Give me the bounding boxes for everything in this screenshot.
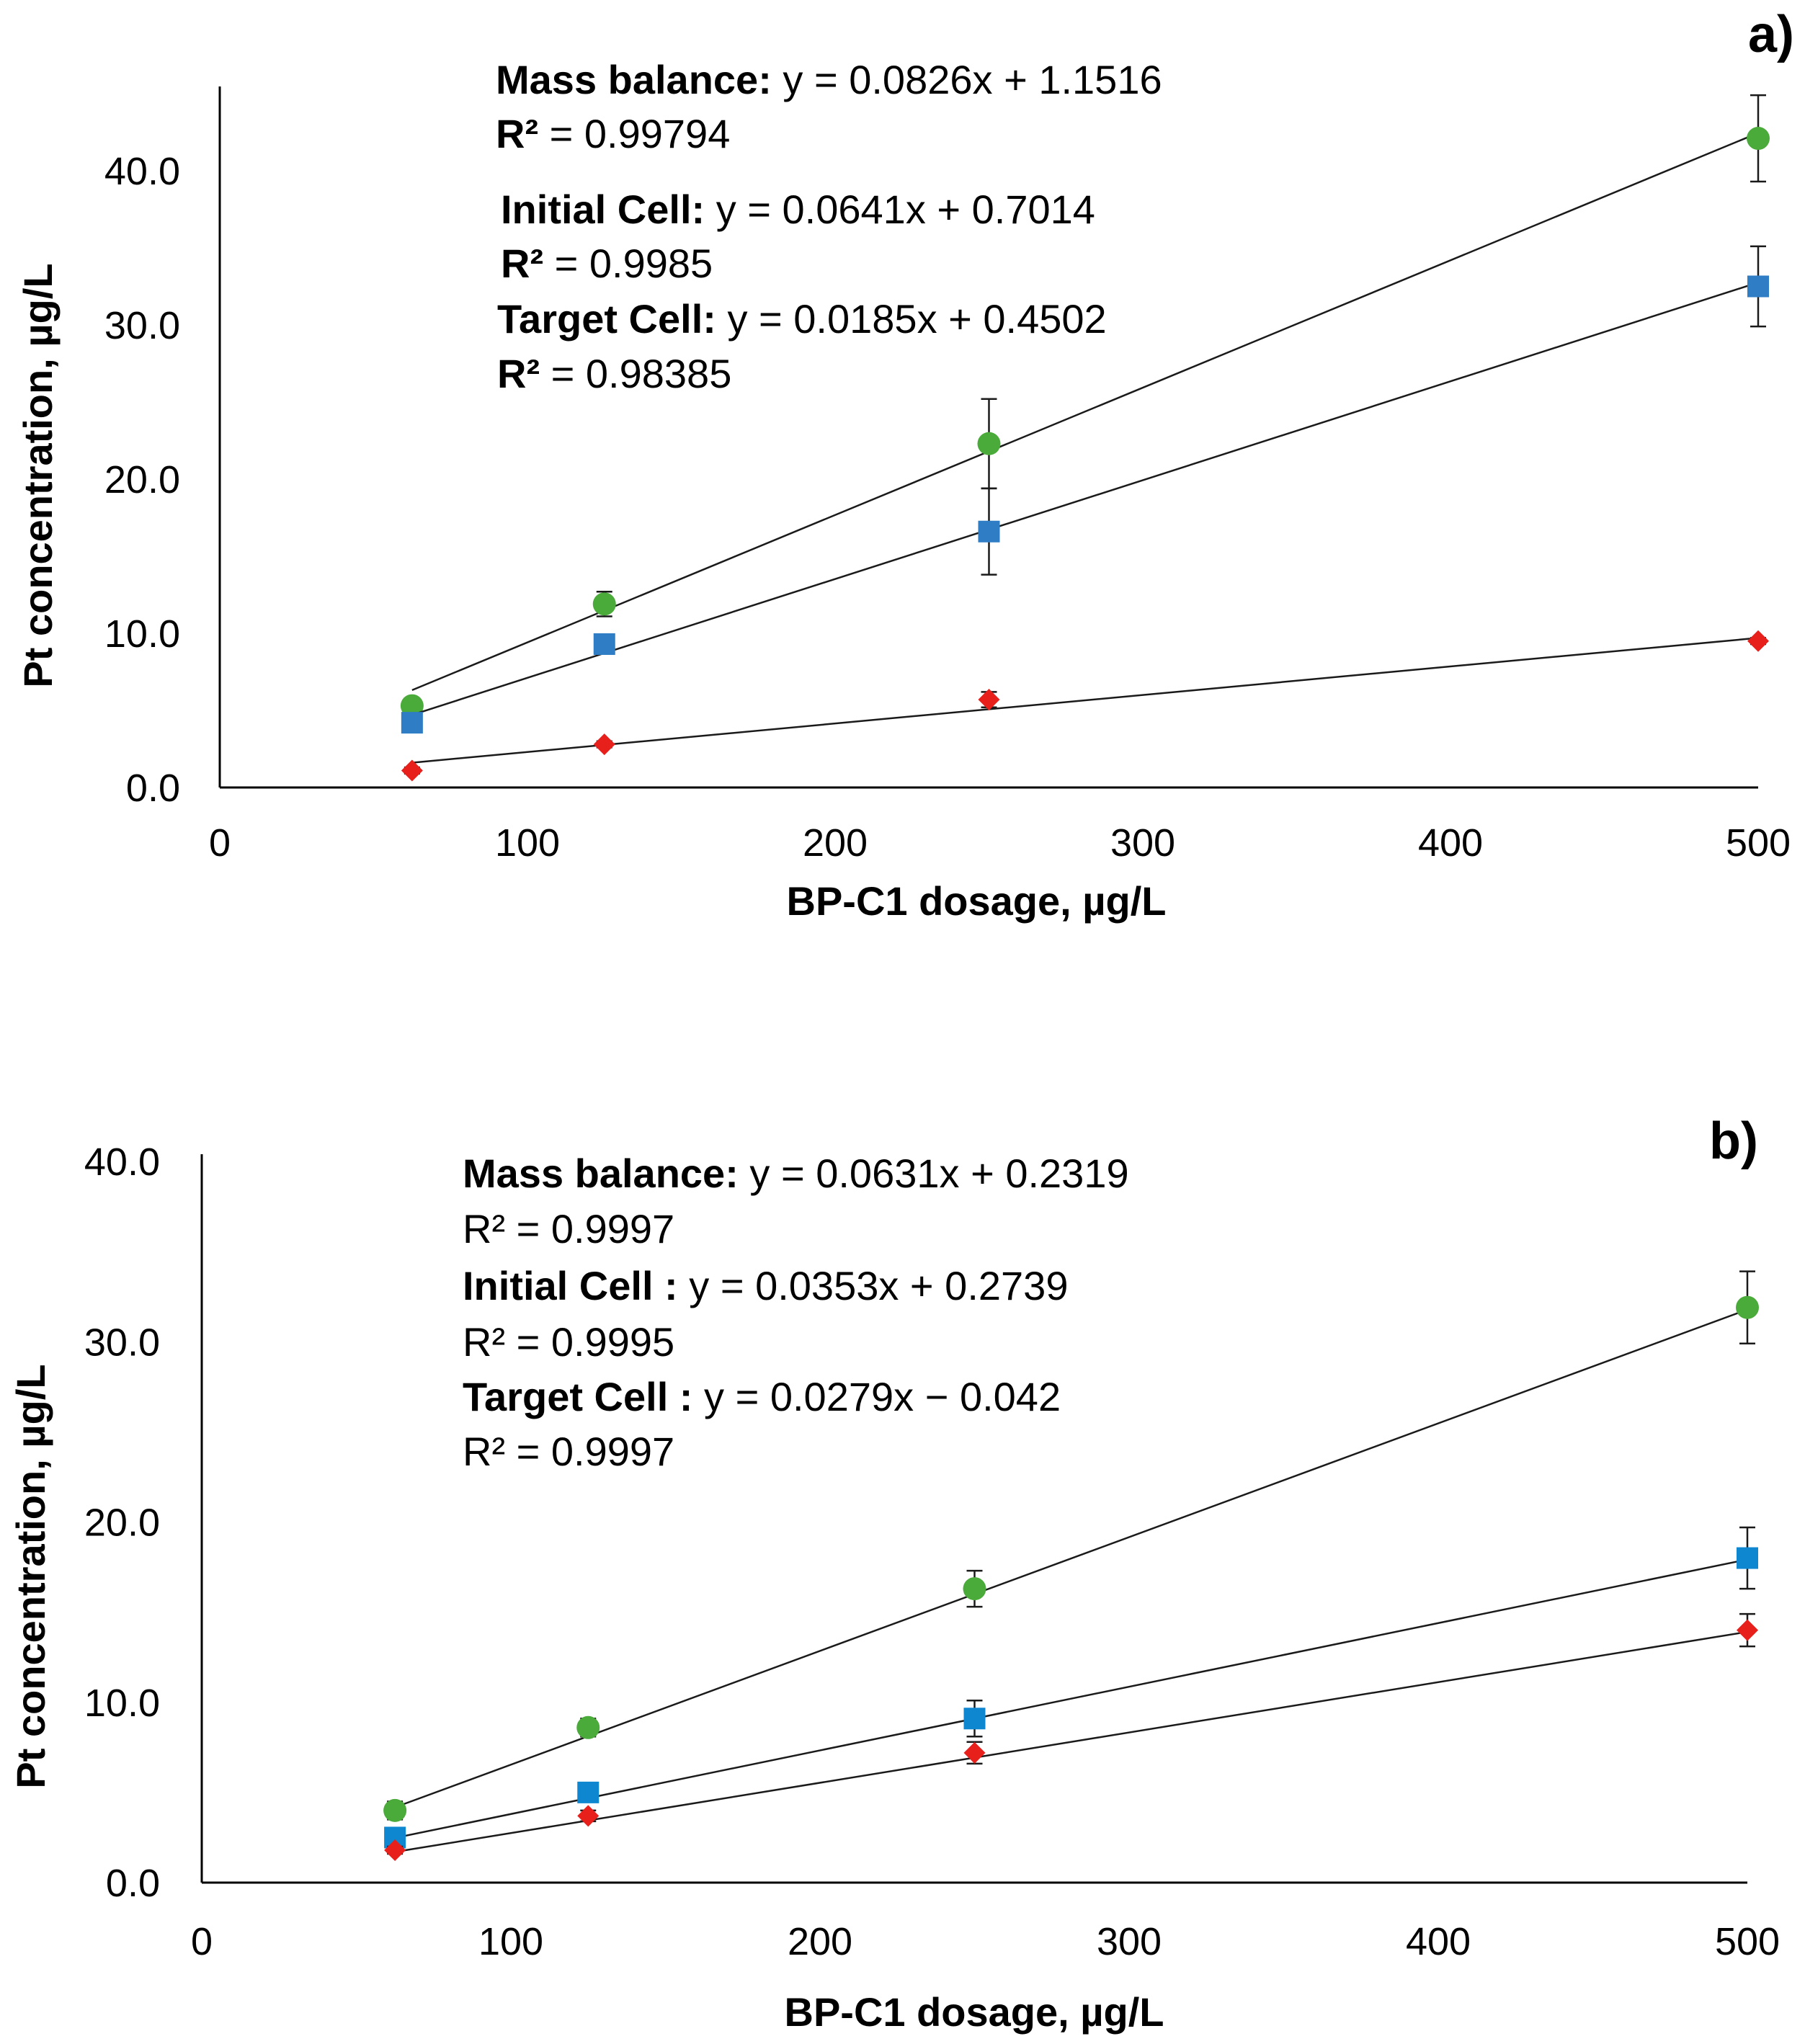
annotation-label: Target Cell: [497,296,716,342]
annotation-target-cell-equation: Target Cell : y = 0.0279x − 0.042 [463,1374,1061,1419]
y-tick-label: 20.0 [84,1501,160,1545]
chart-panel-b: b) BP-C1 dosage, µg/L Pt concentration, … [8,1112,1780,2035]
initial-cell-trendline [411,281,1759,716]
initial-cell-trendline [394,1558,1748,1839]
y-tick-label: 10.0 [84,1682,160,1725]
x-tick-label: 500 [1715,1920,1780,1963]
x-tick-label: 0 [209,821,231,865]
x-tick-label: 200 [803,821,868,865]
target-cell-point [1737,1619,1758,1641]
mass-balance-trendline [411,132,1759,692]
target-cell-point [577,1805,600,1827]
initial-cell-point [593,633,615,655]
initial-cell-point [401,712,423,734]
target-cell-trendline [394,1630,1748,1853]
target-cell-point [401,759,423,782]
annotation-text: y = 0.0826x + 1.1516 [772,57,1162,102]
annotation-mass-balance-equation: Mass balance: y = 0.0631x + 0.2319 [463,1151,1129,1196]
chart-panel-a: a) BP-C1 dosage, µg/L Pt concentration, … [15,6,1794,924]
initial-cell-point [1747,275,1769,298]
x-axis-title: BP-C1 dosage, µg/L [787,878,1167,924]
y-tick-label: 30.0 [84,1321,160,1364]
annotation-label: R² [497,351,540,396]
target-cell-point [978,689,1000,711]
annotation-initial-cell-equation: Initial Cell: y = 0.0641x + 0.7014 [501,187,1095,232]
mass-balance-point [592,592,616,616]
annotation-mass-balance-r2: R² = 0.99794 [496,111,730,156]
annotation-text: R² = 0.9995 [463,1319,674,1365]
annotation-label: Target Cell : [463,1374,692,1419]
annotation-text: y = 0.0185x + 0.4502 [716,296,1107,342]
target-cell-point [384,1839,406,1861]
y-tick-label: 0.0 [126,767,180,810]
annotation-initial-cell-r2: R² = 0.9985 [501,241,713,286]
x-tick-label: 300 [1097,1920,1162,1963]
annotation-text: R² = 0.9997 [463,1429,674,1474]
x-tick-label: 100 [478,1920,543,1963]
annotation-text: y = 0.0279x − 0.042 [692,1374,1061,1419]
target-cell-point [1747,630,1769,652]
mass-balance-point [1747,127,1770,151]
annotation-text: y = 0.0631x + 0.2319 [739,1151,1129,1196]
annotation-label: R² [496,111,538,156]
mass-balance-point [400,694,424,718]
y-tick-label: 40.0 [84,1141,160,1184]
x-tick-label: 200 [788,1920,852,1963]
mass-balance-point [576,1715,600,1739]
x-tick-label: 300 [1110,821,1175,865]
annotation-target-cell-r2: R² = 0.9997 [463,1429,674,1474]
target-cell-point [963,1741,986,1764]
annotation-mass-balance-r2: R² = 0.9997 [463,1206,674,1251]
target-cell-point [593,733,615,756]
annotation-target-cell-equation: Target Cell: y = 0.0185x + 0.4502 [497,296,1107,342]
y-tick-label: 40.0 [104,150,180,193]
annotation-label: Mass balance: [463,1151,739,1196]
y-tick-label: 30.0 [104,304,180,347]
x-tick-label: 500 [1726,821,1791,865]
panel-label: a) [1748,6,1794,63]
x-axis-title: BP-C1 dosage, µg/L [785,1989,1164,2035]
annotation-initial-cell-r2: R² = 0.9995 [463,1319,674,1365]
mass-balance-point [1736,1295,1759,1319]
y-tick-label: 10.0 [104,612,180,656]
panel-label: b) [1709,1112,1758,1170]
y-axis-title: Pt concentration, µg/L [15,263,61,687]
initial-cell-point [978,520,1000,543]
mass-balance-point [963,1577,986,1601]
initial-cell-point [1737,1547,1758,1569]
annotation-text: = 0.99794 [538,111,730,156]
initial-cell-point [577,1781,600,1803]
y-tick-label: 20.0 [104,458,180,501]
annotation-label: R² [501,241,543,286]
initial-cell-point [963,1708,986,1730]
annotation-text: y = 0.0641x + 0.7014 [705,187,1095,232]
annotation-label: Initial Cell : [463,1263,678,1308]
mass-balance-trendline [394,1308,1748,1808]
annotation-target-cell-r2: R² = 0.98385 [497,351,731,396]
annotation-text: = 0.98385 [540,351,731,396]
y-tick-label: 0.0 [106,1862,160,1905]
annotation-label: Initial Cell: [501,187,705,232]
annotation-text: = 0.9985 [543,241,713,286]
x-tick-label: 400 [1418,821,1483,865]
annotation-mass-balance-equation: Mass balance: y = 0.0826x + 1.1516 [496,57,1162,102]
x-tick-label: 0 [191,1920,213,1963]
annotation-initial-cell-equation: Initial Cell : y = 0.0353x + 0.2739 [463,1263,1068,1308]
mass-balance-point [383,1798,407,1822]
annotation-label: Mass balance: [496,57,772,102]
target-cell-trendline [411,637,1759,764]
y-axis-title: Pt concentration, µg/L [8,1364,53,1788]
annotation-text: R² = 0.9997 [463,1206,674,1251]
x-tick-label: 400 [1406,1920,1471,1963]
annotation-text: y = 0.0353x + 0.2739 [678,1263,1069,1308]
mass-balance-point [977,432,1001,455]
x-tick-label: 100 [495,821,560,865]
